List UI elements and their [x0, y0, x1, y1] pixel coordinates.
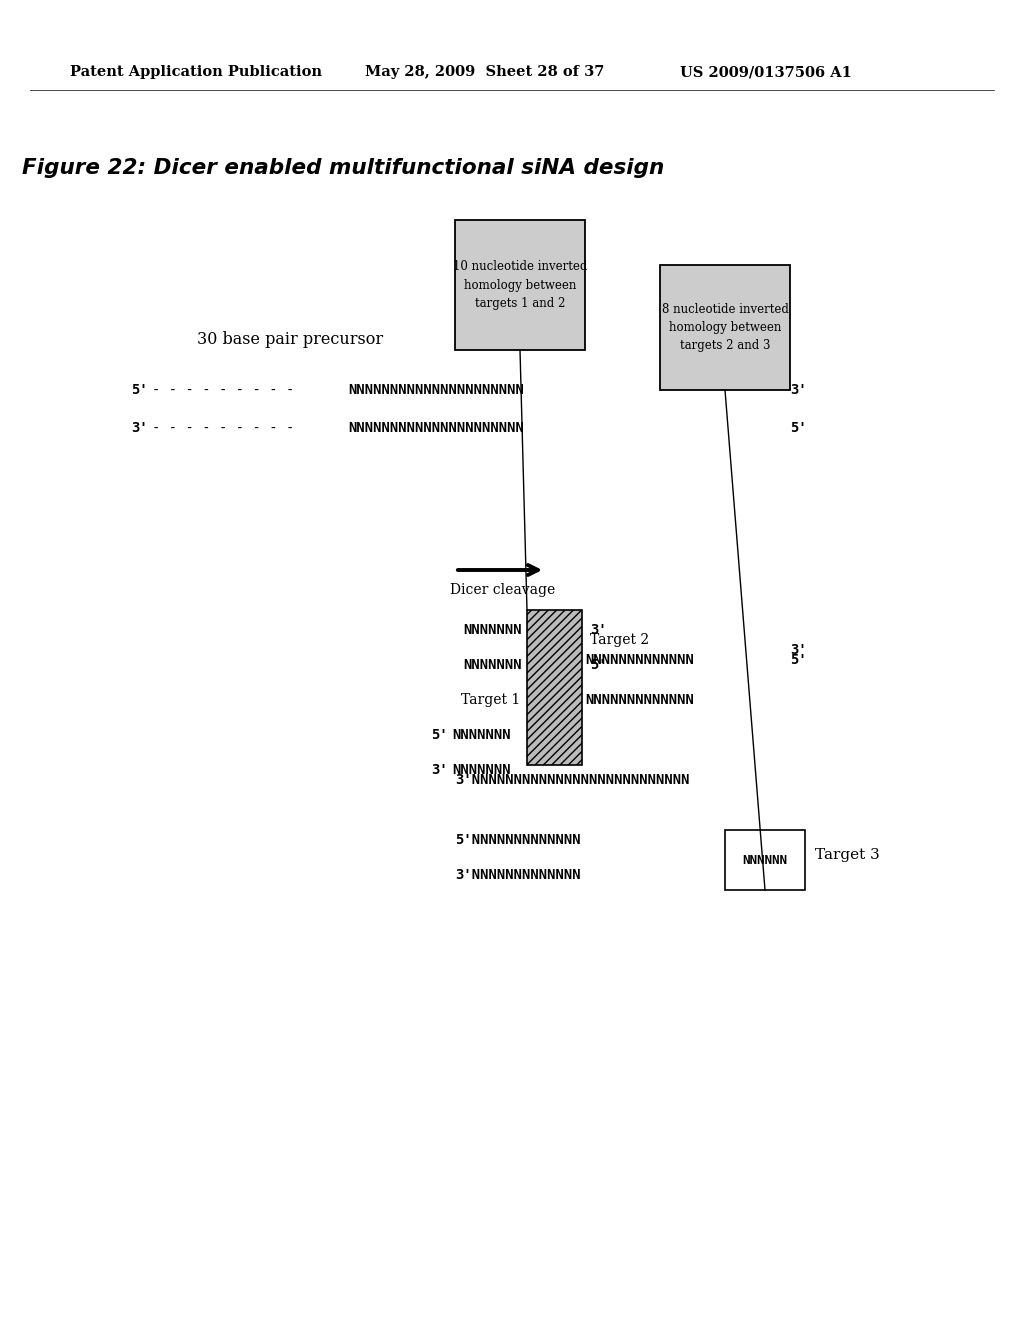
- Text: Target 3: Target 3: [815, 847, 880, 862]
- Text: NNNNNNN: NNNNNNN: [452, 763, 511, 777]
- Text: 3': 3': [790, 643, 807, 657]
- Text: 5': 5': [131, 383, 148, 397]
- Text: Figure 22: Dicer enabled multifunctional siNA design: Figure 22: Dicer enabled multifunctional…: [22, 158, 665, 178]
- Text: Target 2: Target 2: [590, 634, 649, 647]
- Bar: [527, 610, 582, 766]
- Text: 5'NNNNNNNNNNNNN: 5'NNNNNNNNNNNNN: [455, 833, 581, 847]
- Text: - - - - - - - - -: - - - - - - - - -: [152, 421, 294, 436]
- Text: 5': 5': [590, 657, 607, 672]
- Bar: [725, 830, 805, 890]
- Text: 3': 3': [790, 383, 807, 397]
- Text: May 28, 2009  Sheet 28 of 37: May 28, 2009 Sheet 28 of 37: [365, 65, 604, 79]
- Text: 5': 5': [431, 729, 449, 742]
- Text: 3': 3': [590, 623, 607, 638]
- Text: NNNNNNN: NNNNNNN: [464, 657, 522, 672]
- Text: NNNNNNNNNNNNN: NNNNNNNNNNNNN: [585, 693, 694, 708]
- Text: NNNNNNN: NNNNNNN: [464, 623, 522, 638]
- Text: NNNNNNNNNNNNN: NNNNNNNNNNNNN: [585, 653, 694, 667]
- Text: NNNNNNNNNNNNNNNNNNNNN: NNNNNNNNNNNNNNNNNNNNN: [348, 421, 524, 436]
- Text: 10 nucleotide inverted
homology between
targets 1 and 2: 10 nucleotide inverted homology between …: [453, 260, 587, 309]
- Bar: [455, 220, 585, 350]
- Text: 30 base pair precursor: 30 base pair precursor: [197, 331, 383, 348]
- Text: NNNNNNNNNNNNNNNNNNNNN: NNNNNNNNNNNNNNNNNNNNN: [348, 383, 524, 397]
- Text: - - - - - - - - -: - - - - - - - - -: [152, 383, 294, 397]
- Bar: [660, 265, 790, 389]
- Text: 5': 5': [790, 421, 807, 436]
- Text: US 2009/0137506 A1: US 2009/0137506 A1: [680, 65, 852, 79]
- Text: Dicer cleavage: Dicer cleavage: [450, 583, 555, 597]
- Text: 3'NNNNNNNNNNNNN: 3'NNNNNNNNNNNNN: [455, 869, 581, 882]
- Text: 3'NNNNNNNNNNNNNNNNNNNNNNNNNN: 3'NNNNNNNNNNNNNNNNNNNNNNNNNN: [455, 774, 689, 787]
- Text: 5': 5': [790, 653, 807, 667]
- Text: NNNNNN: NNNNNN: [742, 854, 787, 866]
- Text: Patent Application Publication: Patent Application Publication: [70, 65, 322, 79]
- Text: 3': 3': [131, 421, 148, 436]
- Text: 8 nucleotide inverted
homology between
targets 2 and 3: 8 nucleotide inverted homology between t…: [662, 304, 788, 352]
- Text: NNNNNNN: NNNNNNN: [452, 729, 511, 742]
- Text: 3': 3': [431, 763, 449, 777]
- Text: Target 1: Target 1: [461, 693, 520, 708]
